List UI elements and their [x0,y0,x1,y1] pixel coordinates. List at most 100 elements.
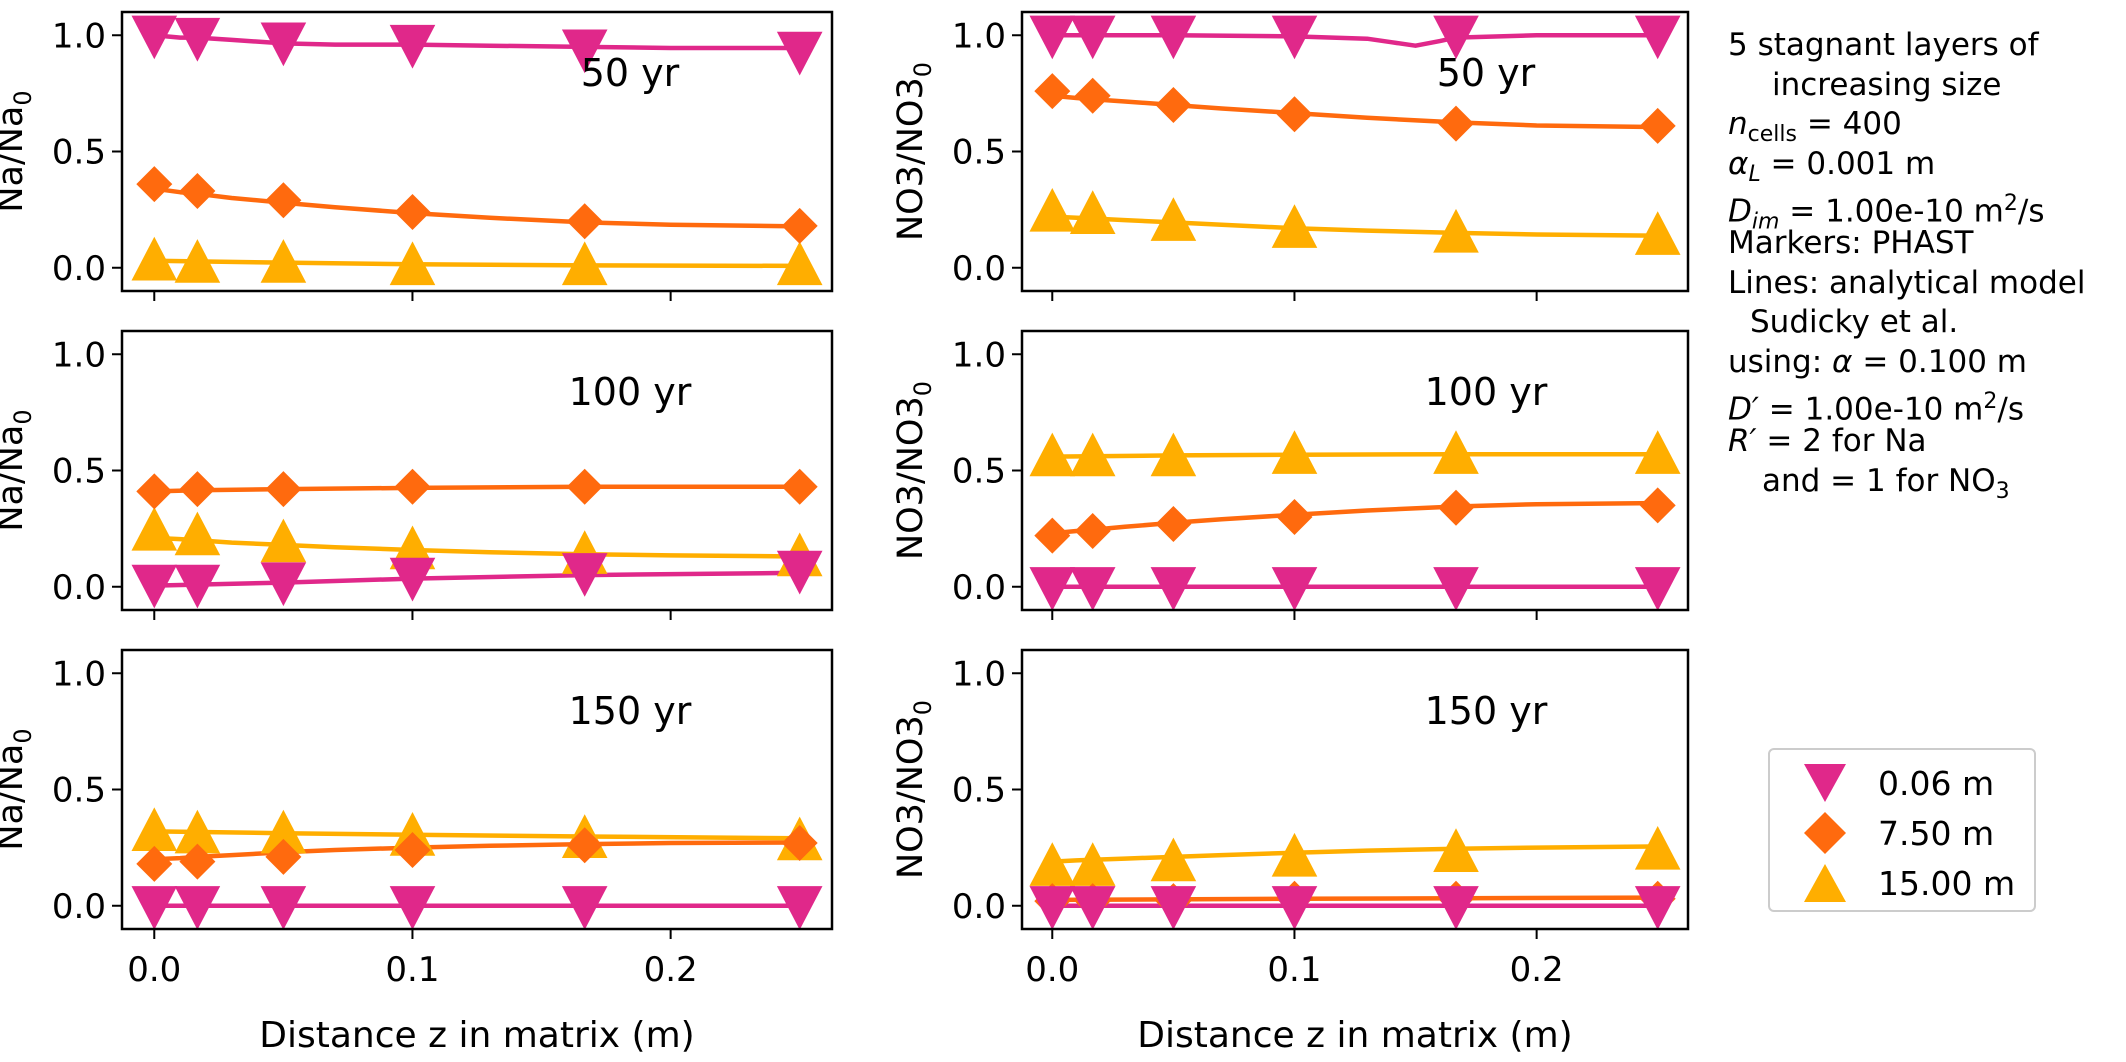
data-point-tri-down [260,562,307,607]
y-tick-label: 0.5 [52,452,106,492]
y-axis-label: Na/Na0 [0,409,37,531]
data-point-tri-up [1150,197,1197,241]
data-point-tri-down [1029,886,1076,929]
data-point-diamond [566,203,603,240]
y-axis-label: NO3/NO30 [891,62,937,241]
legend-label-7-50m: 7.50 m [1878,814,1995,853]
data-point-tri-up [1271,204,1318,248]
data-point-diamond [1438,105,1474,142]
data-point-diamond [136,845,173,882]
data-point-tri-down [1271,15,1318,60]
plot-area [131,15,823,286]
y-tick-label: 0.5 [52,133,106,173]
panel-5: 0.0 0.5 1.0 0.0 0.1 0.2 Na/Na0 Distance z in ma… [0,648,834,1056]
axes-frame [1020,329,1690,612]
data-point-diamond [781,207,818,244]
annotation-ncells: ncells = 400 [1728,106,1902,148]
data-point-tri-down [1433,15,1479,60]
panel-4: 0.0 0.5 1.0 NO3/NO30 100 yr [891,329,1690,620]
legend-marker-shape-0 [1804,764,1846,802]
panel-time-label: 150 yr [569,689,692,733]
y-tick-label: 1.0 [52,16,106,56]
data-point-tri-down [1271,886,1318,929]
data-point-tri-down [776,886,823,929]
data-point-diamond [566,827,603,864]
data-point-diamond [179,471,216,508]
y-tick-label: 1.0 [952,654,1006,694]
data-point-tri-up [174,239,221,283]
data-point-tri-down [1069,15,1116,60]
data-point-tri-down [131,886,178,929]
data-point-tri-down [131,15,178,60]
data-point-tri-up [1150,432,1197,477]
panel-time-label: 150 yr [1425,689,1548,733]
data-point-tri-down [561,886,608,929]
annotation-r-prime-na: R′ = 2 for Na [1728,422,1927,459]
legend: 0.06 m 7.50 m 15.00 m [1768,748,2036,912]
data-point-tri-up [1433,208,1479,253]
data-point-diamond [1155,506,1192,542]
model-line-7-50-m [1052,500,1658,536]
x-tick-label: 0.2 [1510,950,1564,990]
data-point-tri-up [1150,837,1197,882]
data-point-tri-down [260,886,307,929]
annotation-markers: Markers: PHAST [1728,224,1974,261]
data-point-tri-up [1634,211,1681,255]
data-point-tri-down [174,17,221,62]
data-point-tri-down [131,564,178,609]
y-tick-label: 0.5 [952,452,1006,492]
data-point-diamond [1276,96,1313,133]
annotation-lines: Lines: analytical model [1728,264,2086,301]
legend-marker-shape-2 [1804,864,1846,902]
data-point-diamond [136,473,173,510]
data-point-tri-up [174,511,221,556]
x-tick-label: 0.0 [1025,950,1079,990]
y-tick-label: 0.0 [952,887,1006,927]
data-point-tri-down [1433,886,1479,929]
y-tick-label: 0.5 [52,771,106,811]
data-point-tri-down [776,31,823,76]
data-point-tri-down [389,557,436,602]
annotation-r-prime-no3: and = 1 for NO3 [1762,462,2010,504]
data-point-tri-up [174,809,221,854]
annotation-alpha-l: αL = 0.001 m [1728,145,1936,187]
y-tick-label: 1.0 [52,335,106,375]
data-point-tri-up [1271,832,1318,877]
legend-entry-15-00m: 15.00 m [1770,858,2034,908]
data-point-diamond [1074,77,1111,114]
axes-frame [120,648,834,931]
data-point-tri-up [389,241,436,286]
data-point-tri-down [174,886,221,929]
y-tick-label: 1.0 [52,654,106,694]
annotation-line-2: increasing size [1772,66,2002,103]
axes-frame [120,10,834,293]
data-point-tri-down [1069,886,1116,929]
model-line-15-00-m [1052,844,1658,864]
model-line-7-50-m [1052,895,1658,903]
data-point-tri-down [561,553,608,597]
model-line-0-06-m [154,33,800,51]
data-point-diamond [136,166,173,203]
annotation-using-alpha: using: α = 0.100 m [1728,343,2027,380]
plot-area [1029,826,1681,929]
data-point-tri-down [1433,567,1479,610]
y-axis-label: Na/Na0 [0,728,37,850]
x-axis-label: Distance z in matrix (m) [259,1015,694,1056]
data-point-tri-down [1150,886,1197,929]
data-point-diamond [781,468,818,505]
data-point-diamond [1034,517,1071,554]
data-point-tri-down [1029,15,1076,60]
data-point-tri-down [1150,567,1197,610]
x-tick-label: 0.2 [644,950,698,990]
x-tick-label: 0.1 [1267,950,1321,990]
annotation-d-prime: D′ = 1.00e-10 m2/s [1728,389,2024,428]
data-point-diamond [265,838,302,875]
y-tick-label: 0.0 [52,249,106,289]
data-point-tri-up [1069,190,1116,234]
data-point-tri-up [260,809,307,854]
data-point-diamond [179,843,216,880]
plot-area [1029,15,1681,255]
tri-up-marker-icon [1804,864,1846,902]
data-point-diamond [1276,499,1313,535]
